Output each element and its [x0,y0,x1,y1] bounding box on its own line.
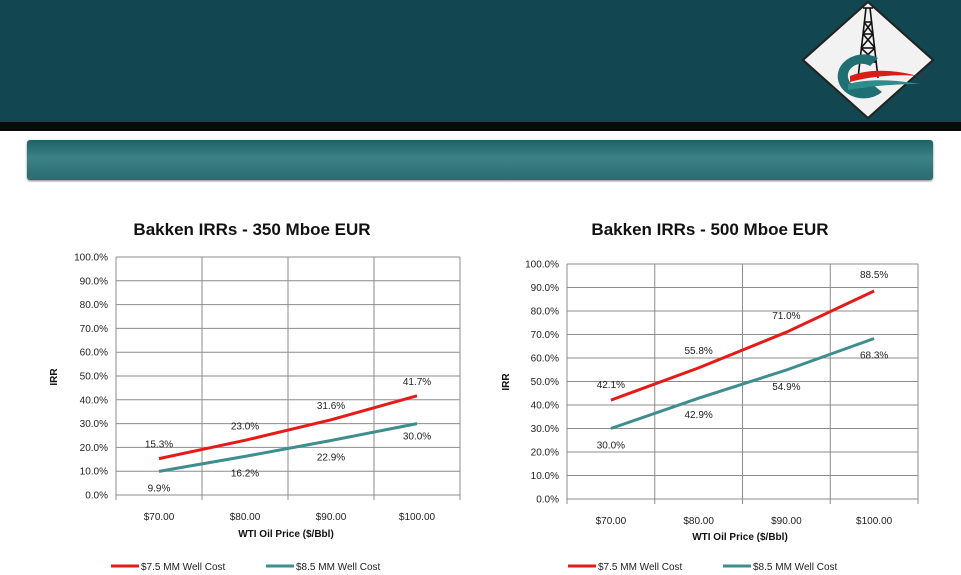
header-divider [0,122,961,131]
series-lines [158,394,418,473]
data-label: 22.9% [317,452,345,463]
data-label: 54.9% [772,382,800,393]
data-label: 23.0% [231,421,259,432]
data-labels: 42.1% 55.8% 71.0% 88.5% 30.0% 42.9% 54.9% 68.3% [597,270,889,451]
data-label: 30.0% [403,432,431,443]
chart-title: Bakken IRRs - 500 Mboe EUR [591,220,828,239]
data-label: 88.5% [860,270,888,281]
y-tick-label: 10.0% [80,467,108,478]
y-tick-label: 60.0% [80,348,108,359]
y-tick-label: 30.0% [531,424,559,435]
data-label: 31.6% [317,401,345,412]
x-tick-labels: $70.00 $80.00 $90.00 $100.00 [144,512,436,523]
x-tick-label: $80.00 [683,516,714,527]
x-tick-labels: $70.00 $80.00 $90.00 $100.00 [596,516,893,527]
data-label: 15.3% [145,440,173,451]
x-tick-label: $80.00 [230,512,261,523]
x-tick-label: $100.00 [856,516,893,527]
chart-title: Bakken IRRs - 350 Mboe EUR [133,220,370,239]
y-tick-label: 100.0% [525,260,559,271]
series-line-1 [610,289,875,402]
x-tick-label: $90.00 [316,512,347,523]
y-tick-label: 30.0% [80,419,108,430]
data-label: 9.9% [148,483,171,494]
data-label: 30.0% [597,441,625,452]
y-tick-label: 20.0% [80,443,108,454]
y-axis-title: IRR [49,368,60,386]
x-tick-label: $70.00 [596,516,627,527]
legend-label-series-1: $7.5 MM Well Cost [598,562,683,573]
y-tick-label: 40.0% [531,401,559,412]
series-line-2 [610,337,875,430]
y-tick-label: 100.0% [74,253,108,264]
y-tick-label: 90.0% [80,276,108,287]
y-tick-label: 60.0% [531,354,559,365]
legend-label-series-2: $8.5 MM Well Cost [753,562,838,573]
x-axis-title: WTI Oil Price ($/Bbl) [238,529,334,540]
chart-350-mboe: Bakken IRRs - 350 Mboe EUR 0.0% 10.0% 20.0… [49,220,461,573]
data-label: 71.0% [772,311,800,322]
y-tick-label: 40.0% [80,395,108,406]
legend: $7.5 MM Well Cost $8.5 MM Well Cost [111,562,381,573]
y-tick-label: 70.0% [80,324,108,335]
data-labels: 15.3% 23.0% 31.6% 41.7% 9.9% 16.2% 22.9% 30.0% [145,377,431,495]
header-banner [0,0,961,122]
gridlines [566,263,919,504]
data-label: 55.8% [684,346,712,357]
oil-derrick-logo-icon [801,0,935,120]
data-label: 68.3% [860,350,888,361]
y-tick-label: 50.0% [531,377,559,388]
gridlines [115,256,461,500]
y-tick-label: 80.0% [531,307,559,318]
data-label: 41.7% [403,377,431,388]
data-label: 16.2% [231,468,259,479]
series-line-2 [158,422,418,473]
series-lines [610,289,875,430]
series-line-1 [158,394,418,461]
y-tick-label: 20.0% [531,448,559,459]
y-tick-label: 0.0% [85,491,108,502]
data-label: 42.1% [597,380,625,391]
x-tick-label: $70.00 [144,512,175,523]
x-tick-label: $100.00 [399,512,436,523]
y-tick-label: 80.0% [80,300,108,311]
x-tick-label: $90.00 [771,516,802,527]
legend-label-series-2: $8.5 MM Well Cost [296,562,381,573]
y-tick-label: 90.0% [531,283,559,294]
y-tick-label: 10.0% [531,471,559,482]
y-tick-label: 70.0% [531,330,559,341]
y-tick-label: 50.0% [80,372,108,383]
subtitle-bar [27,140,933,180]
chart-500-mboe: Bakken IRRs - 500 Mboe EUR 0.0% 10.0% 20.0… [501,220,919,573]
legend: $7.5 MM Well Cost $8.5 MM Well Cost [568,562,838,573]
y-axis-title: IRR [501,373,512,391]
x-axis-title: WTI Oil Price ($/Bbl) [692,532,788,543]
y-tick-label: 0.0% [536,495,559,506]
data-label: 42.9% [684,410,712,421]
legend-label-series-1: $7.5 MM Well Cost [141,562,226,573]
y-tick-labels: 0.0% 10.0% 20.0% 30.0% 40.0% 50.0% 60.0% 70.0% 8… [74,253,108,502]
y-tick-labels: 0.0% 10.0% 20.0% 30.0% 40.0% 50.0% 60.0% 70.0% 8… [525,260,559,506]
